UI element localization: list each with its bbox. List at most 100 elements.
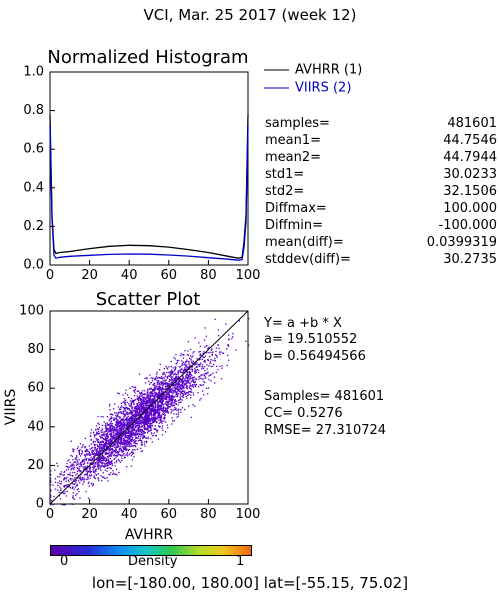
scatter-point xyxy=(147,396,149,398)
scatter-point xyxy=(165,401,168,403)
scatter-point xyxy=(164,415,166,417)
scatter-point xyxy=(90,459,92,462)
scatter-point xyxy=(120,430,122,432)
scatter-point xyxy=(176,391,178,394)
scatter-point xyxy=(182,353,185,356)
scatter-point xyxy=(50,478,52,480)
scatter-point xyxy=(110,467,112,470)
scatter-point xyxy=(124,404,126,406)
scatter-point xyxy=(133,386,135,388)
scatter-point xyxy=(104,435,106,437)
scatter-point xyxy=(177,383,179,385)
scatter-point xyxy=(140,421,142,423)
scatter-point xyxy=(190,416,192,419)
scatter-point xyxy=(72,463,74,465)
scatter-point xyxy=(126,407,128,409)
scatter-point xyxy=(167,412,170,414)
scatter-point xyxy=(128,422,130,424)
scatter-point xyxy=(165,407,167,409)
scatter-point xyxy=(174,385,176,387)
scatter-point xyxy=(169,399,171,401)
histogram-y-tick-label: 0.4 xyxy=(23,180,44,195)
scatter-point xyxy=(128,424,130,427)
scatter-point xyxy=(142,403,144,405)
scatter-point xyxy=(145,417,147,419)
scatter-point xyxy=(140,426,142,428)
scatter-point xyxy=(163,406,165,408)
scatter-point xyxy=(143,409,145,412)
scatter-point xyxy=(166,408,169,410)
scatter-point xyxy=(143,443,146,445)
scatter-point xyxy=(181,407,183,409)
scatter-point xyxy=(142,396,144,399)
scatter-point xyxy=(174,366,176,368)
scatter-point xyxy=(149,401,151,403)
scatter-point xyxy=(130,413,133,415)
scatter-point xyxy=(192,386,195,388)
scatter-point xyxy=(106,446,109,448)
scatter-point xyxy=(160,382,162,384)
scatter-point xyxy=(97,433,99,435)
scatter-point xyxy=(145,419,148,422)
scatter-point xyxy=(113,430,116,432)
scatter-point xyxy=(91,471,93,473)
scatter-point xyxy=(195,383,197,386)
scatter-point xyxy=(199,365,201,367)
scatter-point xyxy=(50,494,52,496)
scatter-point xyxy=(137,421,139,423)
stat-key: std1= xyxy=(265,167,305,182)
scatter-point xyxy=(87,449,89,451)
scatter-point xyxy=(203,356,205,359)
scatter-point xyxy=(73,461,75,463)
scatter-point xyxy=(175,376,177,378)
scatter-point xyxy=(202,352,204,354)
scatter-point xyxy=(83,463,85,465)
scatter-point xyxy=(119,416,121,418)
scatter-point xyxy=(133,400,135,402)
histogram-y-tick-label: 0.0 xyxy=(23,258,44,273)
scatter-point xyxy=(136,425,139,427)
scatter-point xyxy=(76,460,79,462)
scatter-point xyxy=(194,367,196,370)
scatter-point xyxy=(149,394,151,396)
scatter-point xyxy=(133,417,136,419)
scatter-point xyxy=(135,432,137,434)
regression-a: a= 19.510552 xyxy=(264,332,358,347)
scatter-point xyxy=(59,486,61,488)
scatter-point xyxy=(128,454,130,456)
scatter-point xyxy=(81,450,83,452)
scatter-point xyxy=(64,491,66,493)
scatter-point xyxy=(143,416,145,418)
scatter-point xyxy=(144,390,146,392)
scatter-point xyxy=(130,405,133,407)
stat-key: mean2= xyxy=(265,150,322,165)
scatter-point xyxy=(127,442,130,444)
scatter-point xyxy=(88,481,90,483)
scatter-point xyxy=(152,395,155,397)
scatter-point xyxy=(97,445,99,447)
scatter-point xyxy=(123,419,126,421)
scatter-point xyxy=(213,363,215,366)
scatter-point xyxy=(145,412,147,415)
scatter-point xyxy=(136,397,138,399)
scatter-point xyxy=(122,418,124,421)
scatter-point xyxy=(195,371,198,374)
scatter-point xyxy=(134,386,137,388)
scatter-point xyxy=(98,423,100,425)
scatter-point xyxy=(108,455,110,458)
scatter-point xyxy=(129,433,131,435)
scatter-point xyxy=(108,405,111,407)
scatter-point xyxy=(82,478,84,480)
scatter-point xyxy=(111,445,113,447)
scatter-point xyxy=(95,452,97,455)
scatter-point xyxy=(143,399,145,402)
scatter-point xyxy=(144,408,146,411)
scatter-point xyxy=(129,437,132,439)
scatter-point xyxy=(187,375,189,377)
scatter-point xyxy=(115,424,117,426)
scatter-point xyxy=(76,455,78,457)
scatter-point xyxy=(131,453,134,455)
scatter-point xyxy=(121,412,123,414)
scatter-point xyxy=(160,383,162,386)
scatter-point xyxy=(148,396,150,398)
